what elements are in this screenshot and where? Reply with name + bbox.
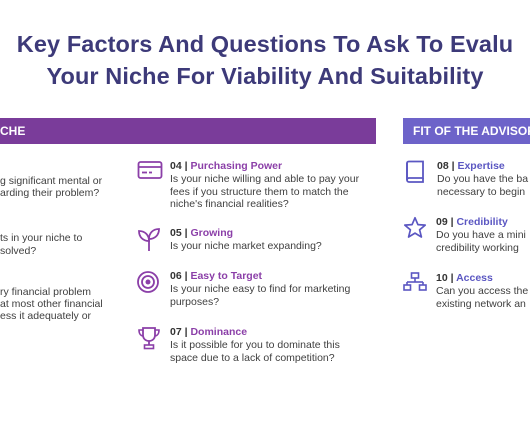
- star-icon: [403, 216, 429, 242]
- niche-item-1-line-2: arding their problem?: [0, 187, 100, 199]
- trophy-icon: [137, 326, 163, 352]
- question-line: space due to a lack of competition?: [170, 351, 335, 364]
- factor-question: Is your niche willing and able to pay yo…: [170, 173, 380, 211]
- factor-number: 07 |: [170, 326, 188, 338]
- question-line: Do you have the ba: [437, 173, 529, 185]
- question-line: Is your niche market expanding?: [170, 240, 322, 252]
- credit-card-icon: [137, 160, 163, 186]
- question-line: Is it possible for you to dominate this: [170, 339, 340, 351]
- factor-name: Dominance: [190, 326, 248, 338]
- target-icon: [137, 270, 163, 296]
- page-title: Key Factors And Questions To Ask To Eval…: [0, 28, 530, 92]
- factor-number: 04 |: [170, 160, 188, 172]
- network-icon: [403, 272, 429, 298]
- niche-section-header: CHE: [0, 118, 376, 144]
- advisor-section-header: FIT OF THE ADVISOR: [403, 118, 530, 144]
- factor-question: Is your niche easy to find for marketing…: [170, 283, 380, 308]
- question-line: Can you access the: [436, 285, 529, 297]
- factor-number: 09 |: [436, 216, 454, 228]
- question-line: fees if you structure them to match the: [170, 185, 349, 198]
- book-icon: [404, 160, 430, 186]
- factor-question: Do you have a mini credibility working: [436, 229, 530, 254]
- factor-question: Do you have the ba necessary to begin: [437, 173, 530, 198]
- question-line: necessary to begin: [437, 185, 526, 198]
- factor-number: 05 |: [170, 227, 188, 239]
- factor-question: Is it possible for you to dominate this …: [170, 339, 380, 364]
- factor-name: Purchasing Power: [190, 160, 283, 172]
- factor-name: Expertise: [457, 160, 505, 172]
- sprout-icon: [137, 227, 163, 253]
- niche-item-1-line-1: g significant mental or: [0, 175, 103, 187]
- question-line: niche's financial realities?: [170, 198, 289, 210]
- factor-number: 10 |: [436, 272, 454, 284]
- question-line: purposes?: [170, 295, 220, 308]
- factor-name: Easy to Target: [190, 270, 263, 282]
- question-line: Is your niche willing and able to pay yo…: [170, 173, 360, 185]
- question-line: credibility working: [436, 241, 519, 254]
- question-line: Is your niche easy to find for marketing: [170, 283, 351, 295]
- niche-item-2-line-1: ts in your niche to: [0, 232, 83, 244]
- factor-name: Credibility: [456, 216, 508, 228]
- niche-item-3-line-2: at most other financial: [0, 298, 103, 310]
- factor-number: 06 |: [170, 270, 188, 282]
- advisor-section-label: FIT OF THE ADVISOR: [413, 124, 530, 138]
- niche-item-2-line-2: solved?: [0, 245, 37, 257]
- factor-question: Can you access the existing network an: [436, 285, 530, 310]
- factor-number: 08 |: [437, 160, 455, 172]
- factor-name: Growing: [190, 227, 234, 239]
- niche-item-3-line-3: ess it adequately or: [0, 310, 92, 322]
- niche-section-label: CHE: [0, 124, 26, 138]
- question-line: Do you have a mini: [436, 229, 526, 241]
- factor-question: Is your niche market expanding?: [170, 240, 380, 253]
- factor-name: Access: [456, 272, 493, 284]
- question-line: existing network an: [436, 297, 526, 310]
- title-line-2: Your Niche For Viability And Suitability: [46, 63, 484, 89]
- niche-item-3-line-1: ry financial problem: [0, 286, 92, 298]
- title-line-1: Key Factors And Questions To Ask To Eval…: [16, 31, 514, 57]
